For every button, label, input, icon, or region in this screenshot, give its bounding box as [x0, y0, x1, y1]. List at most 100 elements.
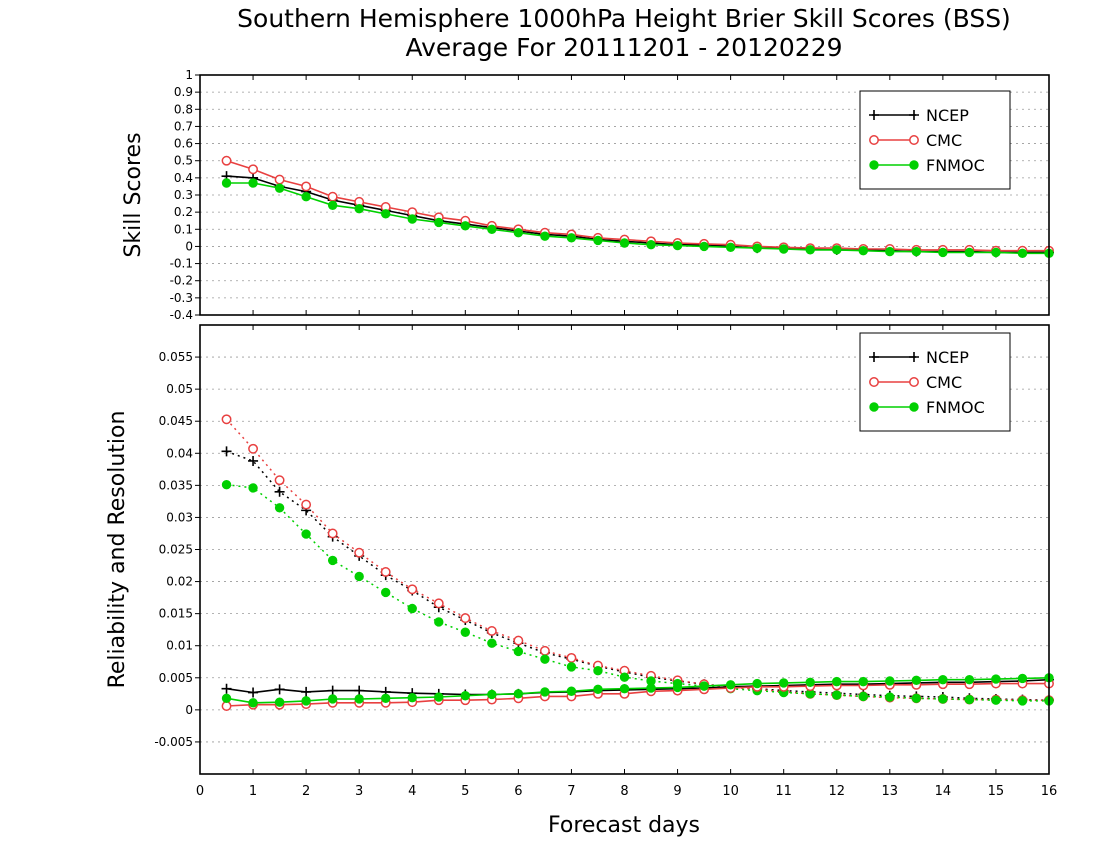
data-point: [407, 584, 418, 595]
data-point: [911, 246, 922, 257]
data-point: [672, 682, 683, 693]
data-point: [327, 200, 338, 210]
y-tick-labels: -0.4 -0.3 -0.2 -0.1 0 0.1 0.2 0.3 0.4 0.5 0.6 0.7 0.…: [170, 68, 200, 322]
data-point: [327, 191, 338, 202]
data-point: [540, 687, 550, 697]
data-point: [354, 571, 364, 582]
data-point: [938, 247, 948, 258]
data-point: [486, 626, 497, 636]
data-point: [540, 231, 550, 241]
data-point: [646, 240, 656, 250]
data-point: [380, 567, 391, 577]
x-tick-label: 4: [408, 784, 416, 799]
data-point: [248, 483, 258, 493]
data-point: [593, 235, 603, 246]
series-cmc-resolution: [221, 414, 1054, 706]
data-point: [248, 443, 259, 454]
series-cmc-reliability: [221, 678, 1054, 711]
data-point: [407, 692, 417, 703]
data-point: [1017, 696, 1028, 706]
chart-subtitle: Average For 20111201 - 20120229: [405, 33, 842, 62]
x-tick-label: 12: [828, 784, 845, 799]
y-tick-label: 0.025: [159, 543, 193, 557]
data-point: [991, 247, 1001, 258]
data-point: [274, 174, 285, 185]
data-point: [434, 617, 444, 627]
x-axis-label: Forecast days: [548, 813, 700, 838]
y-tick-label: -0.4: [170, 308, 193, 322]
data-point: [221, 480, 232, 490]
data-point: [752, 243, 762, 253]
data-point: [354, 547, 365, 558]
data-point: [964, 247, 975, 258]
data-point: [619, 672, 630, 682]
legend-label: FNMOC: [926, 398, 985, 417]
y-tick-label: 0: [185, 703, 193, 717]
data-point: [301, 529, 311, 539]
y-tick-label: 0.7: [174, 119, 193, 133]
y-tick-label: 0: [185, 239, 193, 253]
series-line: [226, 483, 1049, 702]
data-point: [938, 675, 948, 685]
data-point: [593, 666, 603, 676]
y-tick-label: -0.1: [170, 257, 193, 271]
data-point: [1017, 248, 1028, 258]
series-ncep-resolution: [221, 446, 1054, 706]
data-point: [725, 680, 736, 690]
x-tick-label: 8: [620, 784, 628, 799]
data-point: [274, 183, 285, 193]
y-tick-label: 0.02: [166, 575, 193, 589]
data-point: [354, 204, 364, 214]
data-point: [911, 675, 922, 686]
series-line: [226, 682, 1049, 707]
y-tick-labels: -0.005 0 0.005 0.01 0.015 0.02 0.025 0.03 0.035 0…: [154, 350, 200, 749]
legend-marker: [909, 377, 919, 387]
x-tick-label: 9: [673, 784, 681, 799]
y-tick-label: 0.055: [159, 350, 193, 364]
x-tick-label: 16: [1041, 784, 1058, 799]
x-tick-label: 3: [355, 784, 363, 799]
data-point: [778, 244, 789, 254]
x-tick-label: 7: [567, 784, 575, 799]
legend-marker: [869, 352, 879, 362]
y-axis-label: Reliability and Resolution: [105, 411, 130, 689]
data-point: [964, 694, 975, 705]
data-point: [858, 676, 868, 687]
chart-title: Southern Hemisphere 1000hPa Height Brier…: [237, 4, 1011, 33]
legend-label: CMC: [926, 373, 962, 392]
data-point: [964, 675, 975, 685]
data-point: [301, 181, 312, 192]
y-tick-label: 0.015: [159, 607, 193, 621]
series-ncep-reliability: [221, 674, 1054, 700]
data-point: [1017, 673, 1028, 684]
data-point: [540, 654, 550, 664]
data-point: [221, 155, 232, 166]
legend-marker: [869, 110, 879, 120]
y-axis-label: Skill Scores: [121, 132, 146, 257]
data-point: [832, 245, 842, 255]
y-tick-label: 0.3: [174, 188, 193, 202]
legend-item-fnmoc: FNMOC: [869, 156, 985, 175]
data-point: [752, 678, 762, 689]
y-tick-label: 0.5: [174, 154, 193, 168]
legend-label: FNMOC: [926, 156, 985, 175]
legend-marker: [869, 160, 879, 170]
legend-item-ncep: NCEP: [869, 348, 969, 367]
y-tick-label: 0.01: [166, 639, 193, 653]
legend-marker: [869, 402, 879, 412]
data-point: [911, 693, 922, 704]
data-point: [725, 242, 736, 252]
data-point: [274, 503, 285, 513]
data-point: [778, 678, 789, 688]
legend-marker: [909, 110, 919, 120]
data-point: [354, 694, 364, 704]
data-point: [434, 217, 444, 228]
y-tick-label: 0.045: [159, 414, 193, 428]
data-point: [274, 684, 285, 695]
data-point: [301, 696, 311, 706]
plot-frame: [199, 324, 1050, 775]
chart-panels: -0.4 -0.3 -0.2 -0.1 0 0.1 0.2 0.3 0.4 0.5 0.6 0.7 0.…: [105, 68, 1057, 799]
data-point: [221, 693, 232, 704]
